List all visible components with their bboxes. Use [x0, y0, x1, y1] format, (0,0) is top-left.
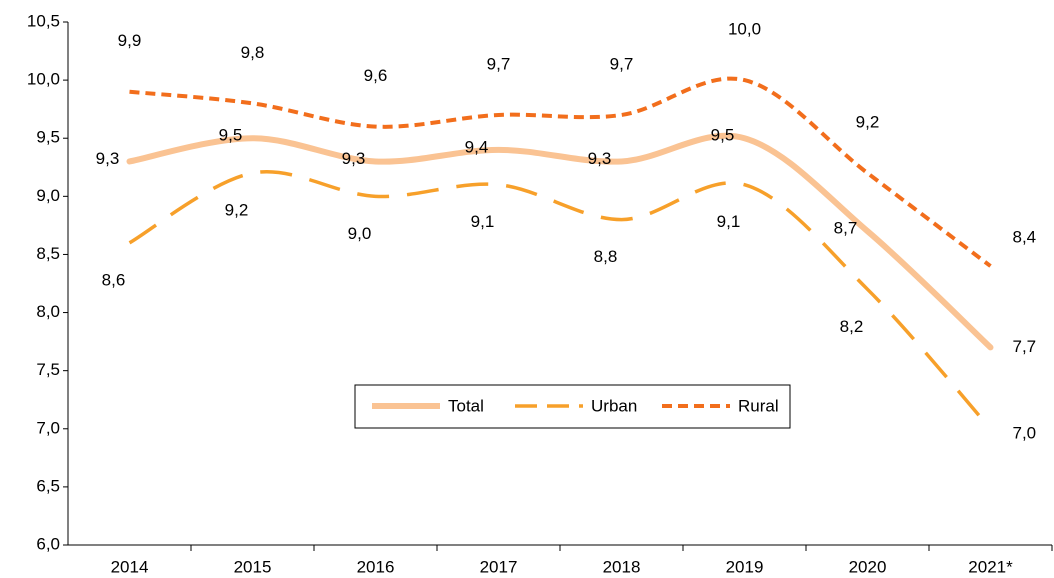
legend-label: Rural — [738, 396, 779, 415]
data-label: 9,7 — [610, 54, 634, 73]
y-tick-label: 8,0 — [36, 302, 60, 321]
x-tick-label: 2018 — [603, 557, 641, 576]
x-tick-label: 2015 — [234, 557, 272, 576]
y-tick-label: 8,5 — [36, 244, 60, 263]
data-label: 9,5 — [219, 126, 243, 145]
data-label: 9,3 — [96, 149, 120, 168]
data-label: 9,3 — [588, 149, 612, 168]
data-label: 9,2 — [856, 113, 880, 132]
y-tick-label: 9,0 — [36, 186, 60, 205]
data-label: 9,1 — [471, 212, 495, 231]
x-tick-label: 2019 — [726, 557, 764, 576]
data-label: 9,5 — [711, 126, 735, 145]
data-label: 9,9 — [118, 31, 142, 50]
y-tick-label: 7,5 — [36, 360, 60, 379]
y-tick-label: 6,0 — [36, 534, 60, 553]
y-tick-label: 7,0 — [36, 418, 60, 437]
legend: Total Urban Rural — [354, 384, 791, 429]
series-line — [128, 170, 992, 430]
data-label: 8,8 — [594, 247, 618, 266]
y-tick-label: 6,5 — [36, 476, 60, 495]
data-label: 9,3 — [342, 149, 366, 168]
x-tick-label: 2016 — [357, 557, 395, 576]
series-line — [129, 76, 992, 268]
data-label: 9,1 — [717, 212, 741, 231]
data-label: 9,8 — [241, 43, 265, 62]
y-tick-label: 10,0 — [27, 70, 60, 89]
data-label: 7,7 — [1013, 337, 1037, 356]
x-tick-label: 2017 — [480, 557, 518, 576]
data-label: 9,2 — [225, 201, 249, 220]
data-label: 8,2 — [840, 317, 864, 336]
data-label: 8,7 — [834, 219, 858, 238]
data-label: 8,6 — [102, 270, 126, 289]
data-label: 9,4 — [465, 137, 489, 156]
x-tick-label: 2021* — [968, 557, 1013, 576]
series-line — [126, 132, 994, 351]
data-label: 7,0 — [1013, 423, 1037, 442]
legend-label: Total — [448, 396, 484, 415]
x-tick-label: 2020 — [849, 557, 887, 576]
data-label: 8,4 — [1013, 228, 1037, 247]
y-tick-label: 10,5 — [27, 11, 60, 30]
data-label: 9,7 — [487, 54, 511, 73]
legend-label: Urban — [591, 396, 637, 415]
data-label: 9,0 — [348, 224, 372, 243]
x-tick-label: 2014 — [111, 557, 149, 576]
data-label: 10,0 — [728, 20, 761, 39]
data-label: 9,6 — [364, 66, 388, 85]
y-tick-label: 9,5 — [36, 128, 60, 147]
